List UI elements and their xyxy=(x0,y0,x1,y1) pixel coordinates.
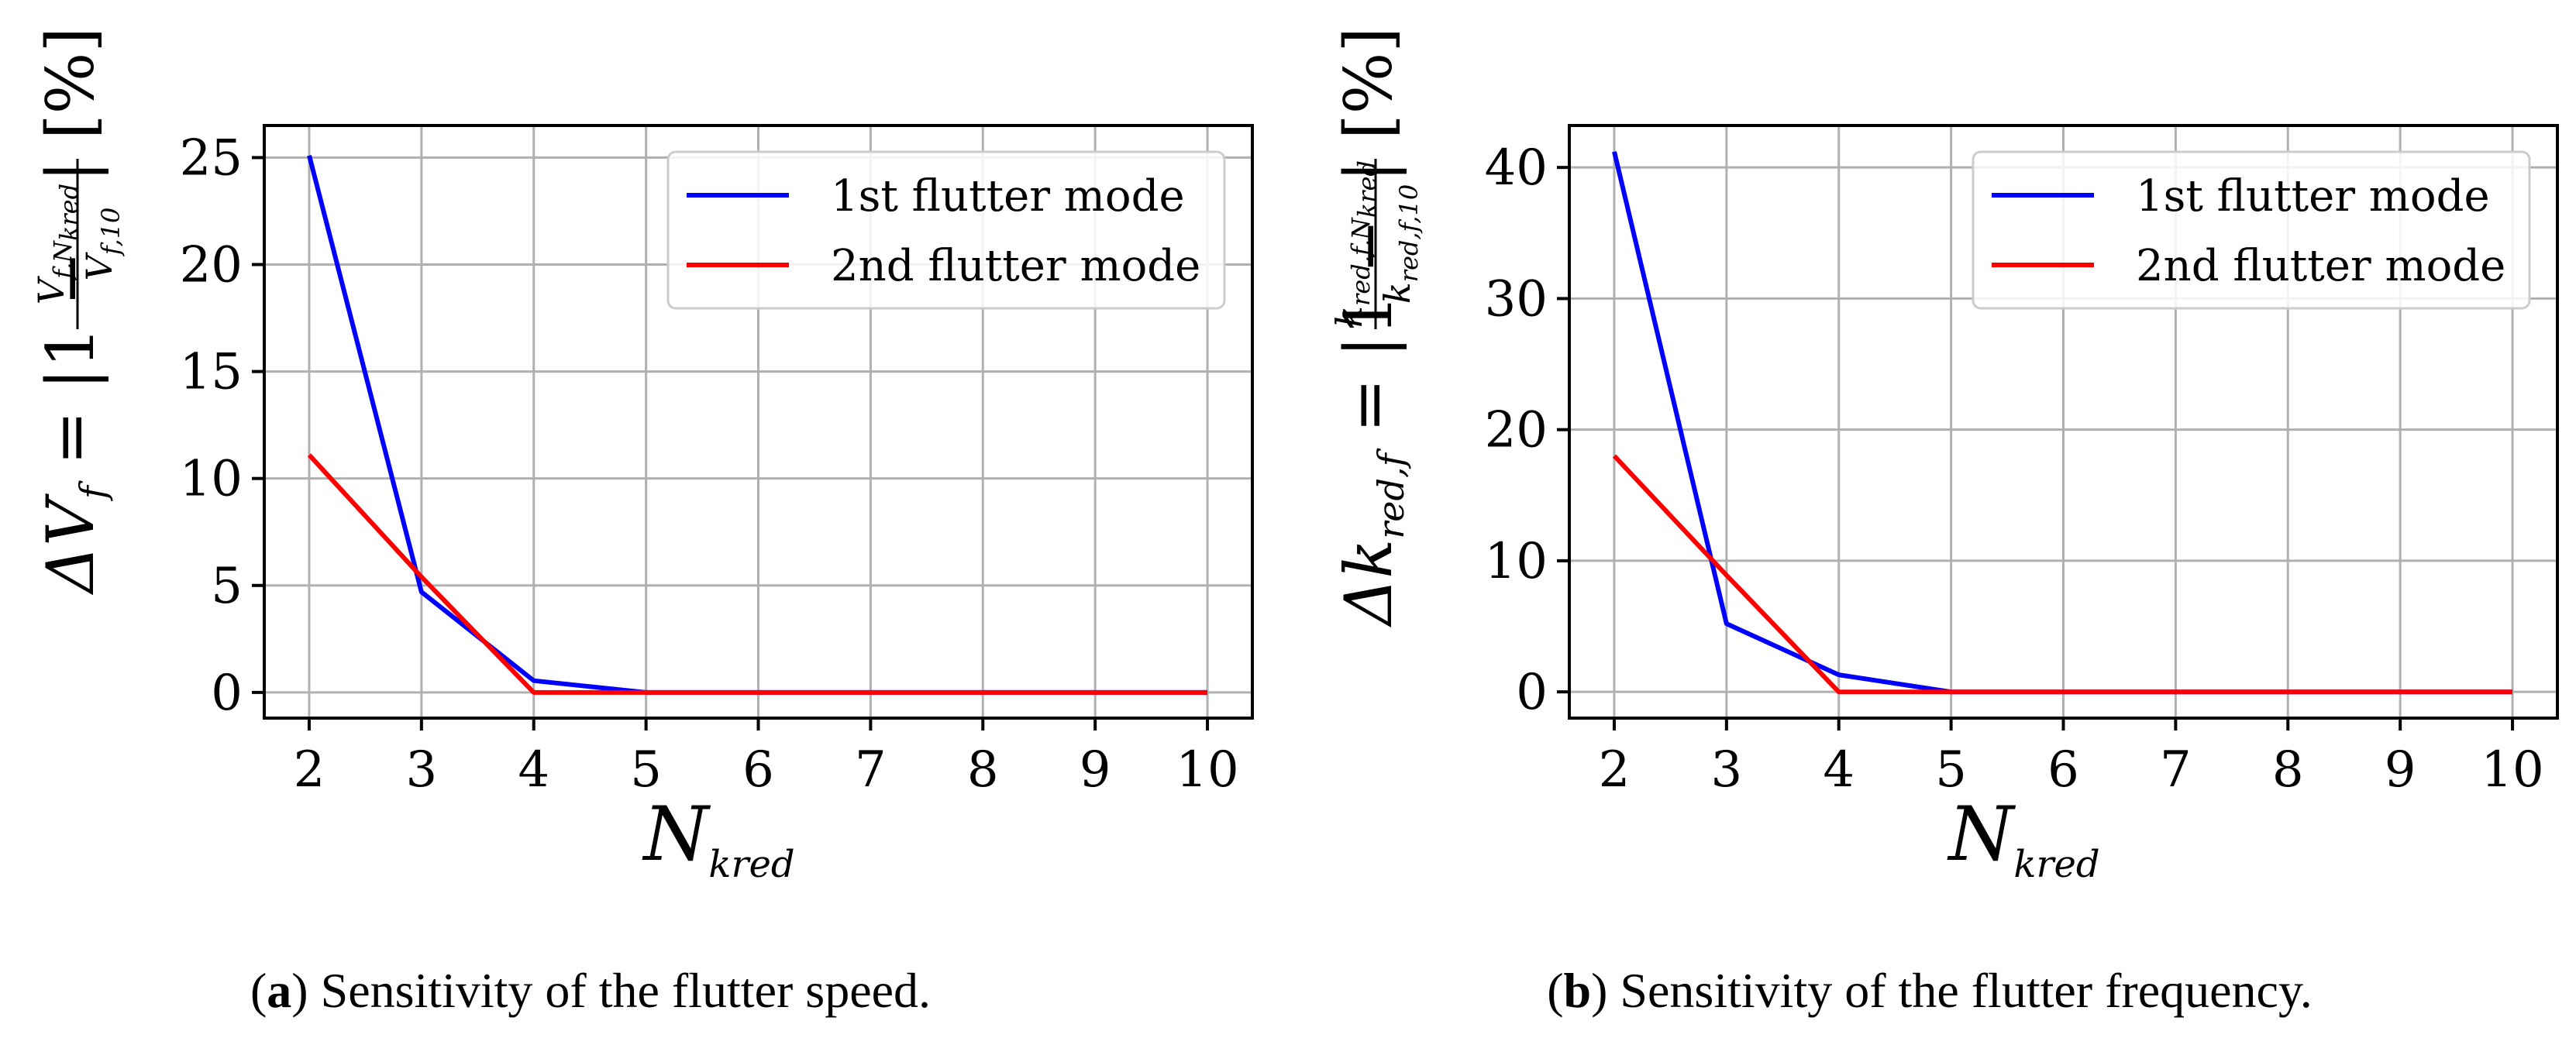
x-tick-label: 2 xyxy=(294,741,325,799)
y-label-suffix: | [%] xyxy=(33,27,108,182)
y-label-den-sub: f,10 xyxy=(96,208,126,257)
y-tick-label: 0 xyxy=(1516,664,1548,721)
y-axis-label-text: Δkred,f = |1 − xyxy=(1331,219,1412,628)
x-tick-label: 8 xyxy=(967,741,999,799)
x-tick-label: 5 xyxy=(1935,741,1967,799)
x-tick-label: 7 xyxy=(855,741,887,799)
y-tick-label: 20 xyxy=(1485,402,1548,459)
x-tick-label: 10 xyxy=(1176,741,1238,799)
y-tick-label: 30 xyxy=(1485,270,1548,328)
series-line-2 xyxy=(1612,454,2512,695)
x-tick-label: 9 xyxy=(2385,741,2416,799)
y-label-numerator: Vf,Nkred xyxy=(30,184,84,304)
x-axis-label-subscript: kred xyxy=(708,843,794,886)
x-axis-label-main: N xyxy=(1947,791,2016,878)
x-axis-label: Nkred xyxy=(642,791,794,886)
legend-label-2: 2nd flutter mode xyxy=(2136,241,2505,291)
y-label-eq: = |1 − xyxy=(1331,219,1407,454)
x-tick-label: 7 xyxy=(2160,741,2192,799)
y-label-num-subsub: kred xyxy=(1352,160,1382,218)
caption-text: ) Sensitivity of the flutter frequency. xyxy=(1591,963,2313,1018)
y-label-den-main: V xyxy=(78,251,120,280)
x-tick-label: 4 xyxy=(1823,741,1855,799)
legend-label-2: 2nd flutter mode xyxy=(831,241,1200,291)
y-label-prefix: Δk xyxy=(1331,539,1407,628)
caption-tag: b xyxy=(1564,963,1592,1018)
series-line-2 xyxy=(307,453,1207,695)
y-label-numerator: kred,f,Nkred xyxy=(1328,160,1382,328)
legend-label-1: 1st flutter mode xyxy=(831,171,1185,222)
y-label-den-sub: red,f,10 xyxy=(1394,184,1424,282)
panel-b: 2 3 4 5 6 7 8 9 10 0 10 20 30 40 1st flutter mode 2nd f… xyxy=(1328,27,2559,1018)
panel-a: 2 3 4 5 6 7 8 9 10 0 5 10 15 20 25 1st flutter mode 2nd … xyxy=(30,27,1254,1018)
y-tick-label: 10 xyxy=(1485,533,1548,590)
y-label-eq: = |1 − xyxy=(33,252,108,486)
y-label-den-main: k xyxy=(1376,282,1418,304)
x-tick-label: 3 xyxy=(405,741,437,799)
x-tick-label: 9 xyxy=(1080,741,1111,799)
caption-open: ( xyxy=(1547,963,1563,1018)
x-tick-label: 8 xyxy=(2272,741,2304,799)
y-label-denominator: kred,f,10 xyxy=(1376,184,1424,304)
y-tick-label: 5 xyxy=(211,558,243,615)
legend-box xyxy=(1972,150,2531,310)
panel-caption: (b) Sensitivity of the flutter frequency… xyxy=(1547,963,2313,1018)
y-tick-label: 40 xyxy=(1485,139,1548,197)
legend-label-1: 1st flutter mode xyxy=(2136,171,2490,222)
y-tick-label: 15 xyxy=(180,344,243,401)
x-tick-label: 6 xyxy=(742,741,774,799)
caption-text: ) Sensitivity of the flutter speed. xyxy=(291,963,931,1018)
y-label-suffix: | [%] xyxy=(1331,27,1407,182)
y-label-num-main: V xyxy=(30,275,72,304)
caption-tag: a xyxy=(267,963,291,1018)
y-label-denominator: Vf,10 xyxy=(78,208,126,281)
y-label-prefix-sub: red,f xyxy=(1370,448,1412,538)
y-tick-label: 25 xyxy=(180,129,243,187)
panel-caption: (a) Sensitivity of the flutter speed. xyxy=(250,963,931,1018)
y-axis-label-text: ΔVf = |1 − xyxy=(33,252,114,596)
y-label-num-sub: f,N xyxy=(48,240,77,280)
y-tick-label: 0 xyxy=(211,665,243,722)
x-tick-label: 2 xyxy=(1599,741,1631,799)
y-label-num-subsub: kred xyxy=(54,184,84,241)
x-tick-label: 3 xyxy=(1710,741,1742,799)
y-label-num-sub: red,f,N xyxy=(1346,217,1376,306)
caption-open: ( xyxy=(250,963,267,1018)
x-tick-label: 6 xyxy=(2047,741,2079,799)
legend-box xyxy=(666,150,1226,310)
y-tick-label: 10 xyxy=(180,451,243,508)
x-axis-label: Nkred xyxy=(1947,791,2099,886)
x-tick-label: 4 xyxy=(518,741,549,799)
y-label-prefix: ΔV xyxy=(33,493,108,596)
x-axis-label-main: N xyxy=(642,791,711,878)
y-label-num-main: k xyxy=(1328,306,1370,328)
x-tick-label: 10 xyxy=(2481,741,2543,799)
y-tick-label: 20 xyxy=(180,237,243,294)
x-tick-label: 5 xyxy=(630,741,662,799)
x-axis-label-subscript: kred xyxy=(2013,843,2099,886)
